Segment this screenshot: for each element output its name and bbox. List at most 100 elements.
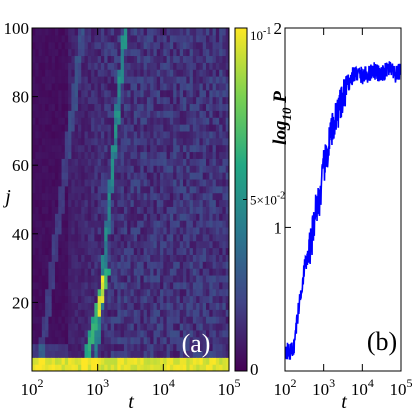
heatmap-cell (192, 172, 197, 180)
heatmap-cell (87, 240, 92, 249)
heatmap-cell (212, 302, 217, 310)
heatmap-cell (48, 336, 53, 345)
heatmap-cell (110, 124, 115, 132)
heatmap-cell (183, 165, 187, 173)
heatmap-cell (32, 69, 36, 77)
heatmap-cell (114, 192, 118, 201)
heatmap-cell (209, 178, 214, 187)
heatmap-cell (173, 213, 178, 221)
heatmap-cell (183, 124, 187, 132)
heatmap-cell (189, 281, 194, 290)
heatmap-cell (74, 226, 79, 235)
heatmap-cell (219, 185, 224, 194)
heatmap-cell (120, 28, 125, 36)
heatmap-cell (51, 124, 56, 132)
heatmap-cell (146, 220, 151, 228)
heatmap-cell (140, 322, 145, 331)
heatmap-cell (133, 185, 138, 194)
heatmap-cell (186, 302, 191, 310)
heatmap-cell (169, 117, 174, 125)
heatmap-cell (212, 220, 217, 228)
heatmap-cell (212, 41, 217, 50)
heatmap-cell (143, 295, 148, 303)
heatmap-cell (215, 309, 220, 317)
heatmap-cell (173, 329, 178, 338)
heatmap-cell (77, 199, 82, 207)
heatmap-cell (61, 322, 66, 331)
heatmap-cell (150, 165, 155, 173)
heatmap-cell (206, 117, 210, 125)
heatmap-cell (127, 233, 132, 242)
heatmap-cell (120, 233, 125, 242)
colorbar-tick-label: 10-1 (250, 26, 271, 43)
heatmap-cell (35, 240, 40, 249)
heatmap-cell (156, 309, 161, 317)
heatmap-cell (110, 137, 115, 146)
heatmap-cell (169, 82, 174, 91)
heatmap-cell (71, 247, 76, 255)
heatmap-cell (183, 130, 187, 139)
heatmap-cell (209, 34, 214, 43)
heatmap-cell (189, 274, 194, 283)
panel-b-x-tick-label: 104 (351, 376, 374, 399)
heatmap-cell (202, 343, 207, 352)
heatmap-cell (61, 76, 66, 84)
heatmap-cell (32, 137, 36, 146)
heatmap-cell (110, 185, 115, 194)
heatmap-cell (48, 89, 53, 98)
heatmap-cell (84, 151, 89, 159)
heatmap-cell (163, 130, 168, 139)
heatmap-cell (68, 124, 72, 132)
heatmap-cell (87, 192, 92, 201)
heatmap-cell (68, 185, 72, 194)
heatmap-cell (51, 172, 56, 180)
heatmap-cell (61, 364, 66, 371)
heatmap-cell (104, 274, 109, 283)
heatmap-cell (156, 34, 161, 43)
heatmap-cell (61, 350, 66, 358)
heatmap-cell (176, 364, 181, 371)
heatmap-cell (71, 364, 76, 371)
heatmap-cell (84, 233, 89, 242)
heatmap-cell (74, 185, 79, 194)
heatmap-cell (206, 137, 210, 146)
heatmap-cell (120, 55, 125, 63)
heatmap-cell (173, 158, 178, 166)
heatmap-cell (48, 82, 53, 91)
heatmap-cell (64, 96, 69, 105)
heatmap-cell (117, 151, 122, 159)
heatmap-cell (189, 192, 194, 201)
heatmap-cell (163, 103, 168, 111)
heatmap-cell (51, 240, 56, 249)
heatmap-cell (206, 240, 210, 249)
heatmap-cell (133, 364, 138, 371)
heatmap-cell (123, 192, 128, 201)
heatmap-cell (163, 172, 168, 180)
heatmap-cell (219, 322, 224, 331)
heatmap-cell (94, 34, 99, 43)
heatmap-cell (74, 206, 79, 214)
heatmap-cell (225, 322, 229, 331)
heatmap-cell (196, 247, 201, 255)
heatmap-cell (120, 247, 125, 255)
heatmap-cell (146, 41, 151, 50)
heatmap-cell (166, 274, 171, 283)
heatmap-cell (212, 226, 217, 235)
heatmap-cell (35, 364, 40, 371)
heatmap-cell (87, 76, 92, 84)
heatmap-cell (104, 137, 109, 146)
heatmap-cell (160, 117, 164, 125)
heatmap-cell (58, 69, 63, 77)
heatmap-cell (64, 199, 69, 207)
heatmap-cell (163, 357, 168, 365)
heatmap-cell (156, 130, 161, 139)
heatmap-cell (222, 34, 227, 43)
heatmap-cell (97, 261, 102, 269)
heatmap-cell (196, 240, 201, 249)
heatmap-cell (163, 302, 168, 310)
heatmap-cell (179, 192, 184, 201)
heatmap-cell (219, 295, 224, 303)
heatmap-cell (146, 151, 151, 159)
heatmap-cell (176, 137, 181, 146)
heatmap-cell (61, 124, 66, 132)
